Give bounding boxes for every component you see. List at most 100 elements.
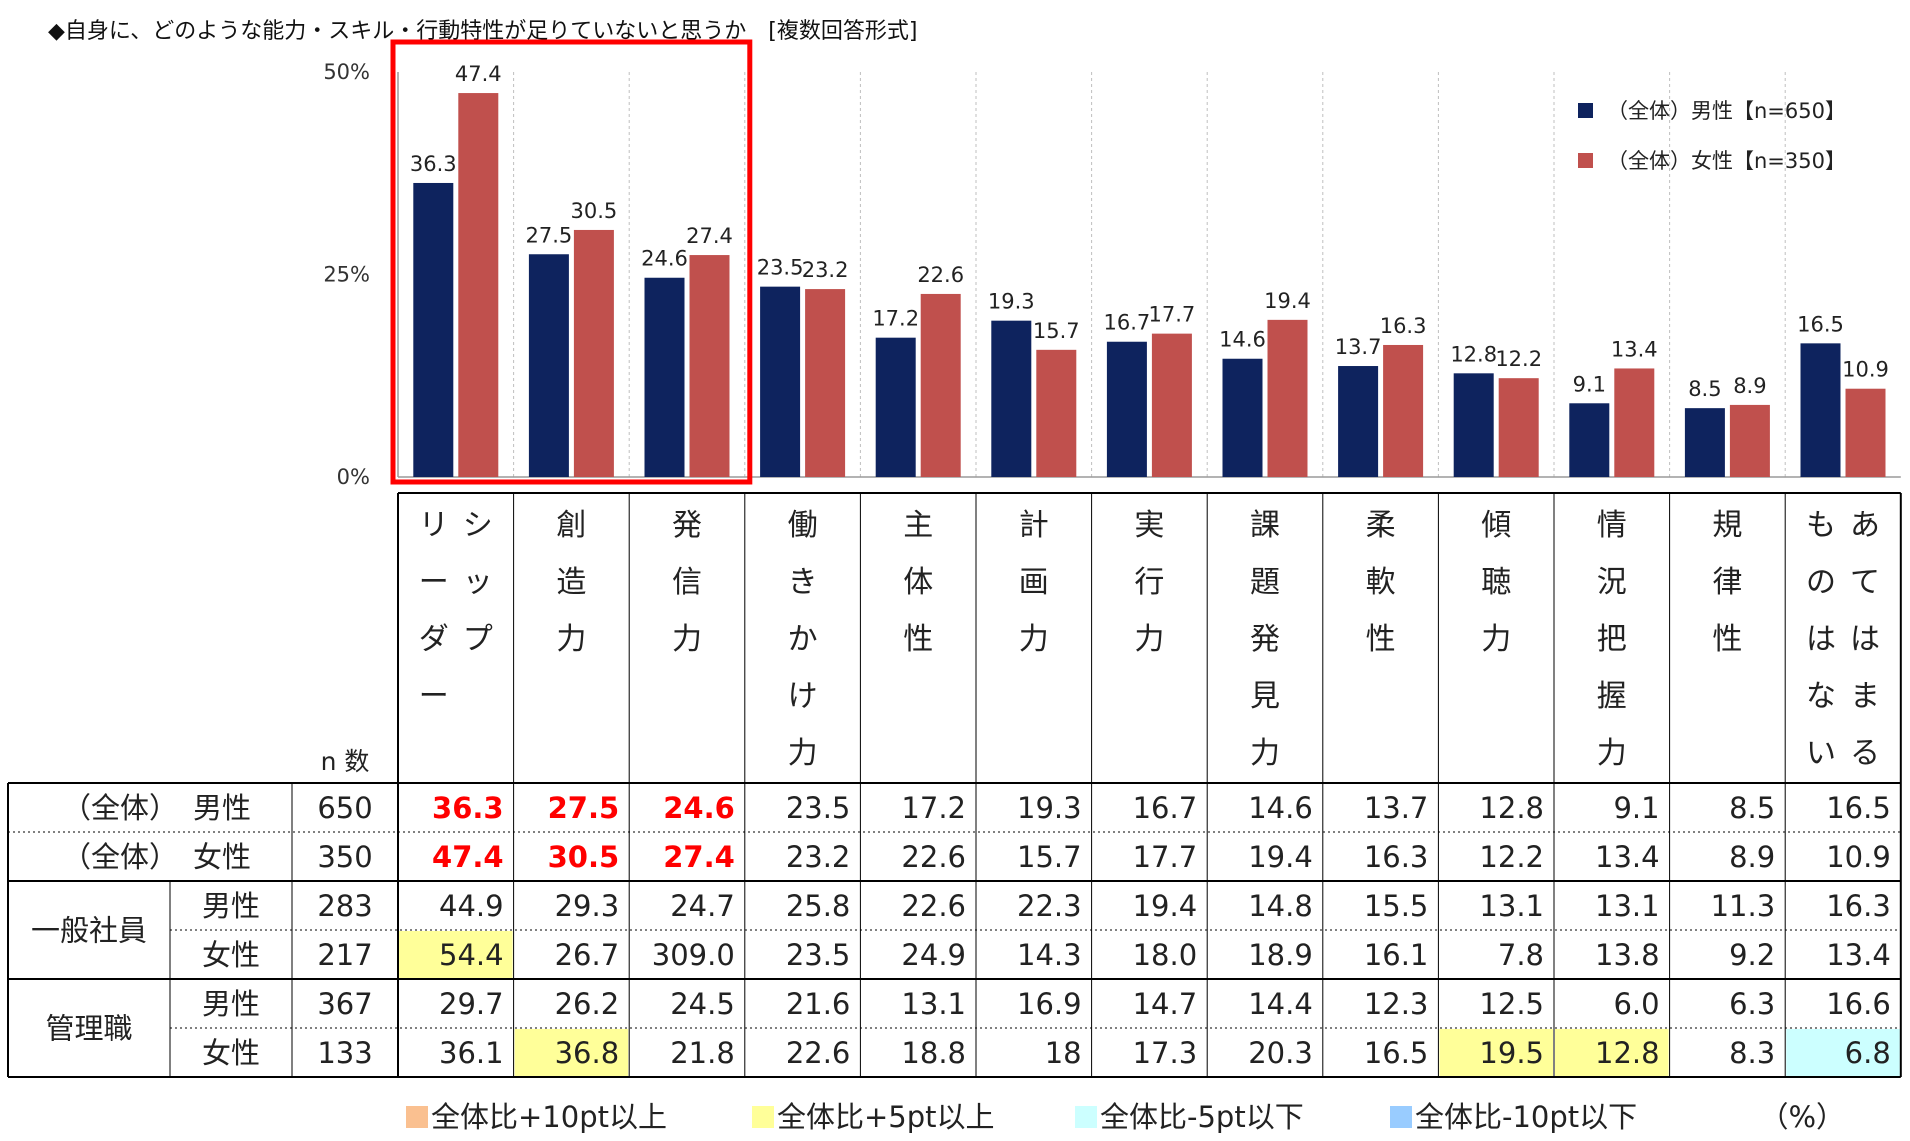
table-cell: 8.5 — [1729, 791, 1775, 825]
table-cell: 16.9 — [1017, 987, 1082, 1021]
table-cell: 12.3 — [1364, 987, 1429, 1021]
n-header: n 数 — [321, 747, 370, 776]
bar-female — [1729, 404, 1770, 477]
table-cell: 23.2 — [786, 840, 851, 874]
data-label: 36.3 — [410, 152, 457, 176]
category-label: て — [1850, 565, 1880, 600]
table-cell: 13.1 — [1595, 889, 1660, 923]
row-n-value: 350 — [317, 840, 372, 874]
table-cell: 16.3 — [1364, 840, 1429, 874]
footer-swatch — [752, 1106, 774, 1128]
row-n-value: 650 — [317, 791, 372, 825]
category-label: け — [788, 679, 818, 714]
table-cell: 12.8 — [1595, 1036, 1660, 1070]
category-label: 性 — [1712, 622, 1742, 657]
table-cell: 309.0 — [652, 938, 735, 972]
data-label: 19.3 — [988, 290, 1035, 314]
bar-female — [1498, 378, 1539, 477]
table-cell: 22.6 — [901, 840, 966, 874]
table-cell: 24.7 — [670, 889, 735, 923]
category-label: も — [1806, 508, 1836, 543]
data-label: 16.3 — [1380, 314, 1427, 338]
category-label: 計 — [1019, 508, 1049, 543]
data-label: 23.5 — [757, 256, 804, 280]
category-label: 力 — [1250, 736, 1280, 771]
category-label: 力 — [672, 622, 702, 657]
footer-swatch — [1075, 1106, 1097, 1128]
plot-area: 0% 25% 50% 36.3 27.5 24.6 23.5 17.2 19.3 16.7 14.6… — [323, 39, 1901, 489]
bar-male — [991, 320, 1032, 477]
category-label: 創 — [556, 508, 586, 543]
table-cell: 13.1 — [901, 987, 966, 1021]
table-cell: 36.8 — [555, 1036, 620, 1070]
footer-label: 全体比-5pt以下 — [1100, 1100, 1304, 1134]
table-cell: 16.1 — [1364, 938, 1429, 972]
category-label: の — [1806, 565, 1836, 600]
category-label: 情 — [1597, 508, 1627, 543]
table-cell: 9.1 — [1613, 791, 1659, 825]
category-label: あ — [1850, 508, 1880, 543]
legend-label: （全体）男性【n=650】 — [1607, 99, 1846, 123]
category-label: 傾 — [1481, 508, 1511, 543]
table-cell: 22.6 — [786, 1036, 851, 1070]
cell-highlight — [1439, 1029, 1553, 1076]
table-cell: 9.2 — [1729, 938, 1775, 972]
y-tick-label: 25% — [323, 263, 370, 287]
category-label: 造 — [556, 565, 586, 600]
category-label: 体 — [903, 565, 933, 600]
bar-female — [458, 93, 499, 477]
row-gender-label: 女性 — [202, 1036, 260, 1070]
category-label: 把 — [1597, 622, 1627, 657]
table-cell: 18.0 — [1133, 938, 1198, 972]
table-cell: 15.5 — [1364, 889, 1429, 923]
table-cell: 19.4 — [1133, 889, 1198, 923]
category-label: プ — [463, 622, 493, 657]
bar-male — [1569, 403, 1610, 477]
data-label: 15.7 — [1033, 319, 1080, 343]
row-n-value: 133 — [317, 1036, 372, 1070]
table-cell: 8.3 — [1729, 1036, 1775, 1070]
category-label: 性 — [1366, 622, 1396, 657]
table-cell: 13.7 — [1364, 791, 1429, 825]
category-label: 況 — [1597, 565, 1627, 600]
category-label: 課 — [1250, 508, 1280, 543]
category-label: 性 — [903, 622, 933, 657]
table-cell: 22.6 — [901, 889, 966, 923]
table-cell: 54.4 — [439, 938, 504, 972]
row-group-label: 管理職 — [45, 1012, 132, 1046]
bar-female — [1151, 333, 1192, 477]
table-cell: 12.2 — [1479, 840, 1544, 874]
table-cell: 24.9 — [901, 938, 966, 972]
category-label: ダ — [419, 622, 449, 657]
category-label: シ — [463, 508, 493, 543]
legend-swatch — [1578, 103, 1593, 118]
table-cell: 18.9 — [1248, 938, 1313, 972]
bar-female — [1614, 368, 1655, 477]
bar-male — [413, 182, 454, 477]
row-gender-label: 女性 — [193, 840, 251, 874]
table-cell: 18.8 — [901, 1036, 966, 1070]
data-label: 24.6 — [641, 247, 688, 271]
data-label: 13.7 — [1335, 335, 1382, 359]
table-cell: 23.5 — [786, 938, 851, 972]
category-label: 柔 — [1366, 508, 1396, 543]
row-gender-label: 男性 — [202, 987, 260, 1021]
bar-male — [528, 254, 569, 477]
table-cell: 27.5 — [548, 791, 620, 825]
bar-female — [1036, 349, 1077, 477]
row-group-label: （全体） — [62, 791, 178, 825]
table-cell: 16.5 — [1826, 791, 1891, 825]
unit-label: （%） — [1759, 1100, 1845, 1134]
category-label: ッ — [463, 565, 493, 600]
footer-legend: 全体比+10pt以上 全体比+5pt以上 全体比-5pt以下 全体比-10pt以下 （%… — [406, 1100, 1845, 1134]
table-cell: 14.3 — [1017, 938, 1082, 972]
category-label: 題 — [1250, 565, 1280, 600]
category-label: リ — [419, 508, 449, 543]
category-label: 信 — [672, 565, 702, 600]
table-cell: 47.4 — [432, 840, 504, 874]
table-cell: 13.8 — [1595, 938, 1660, 972]
data-label: 47.4 — [455, 62, 502, 86]
table-cell: 6.3 — [1729, 987, 1775, 1021]
bar-male — [1800, 343, 1841, 477]
